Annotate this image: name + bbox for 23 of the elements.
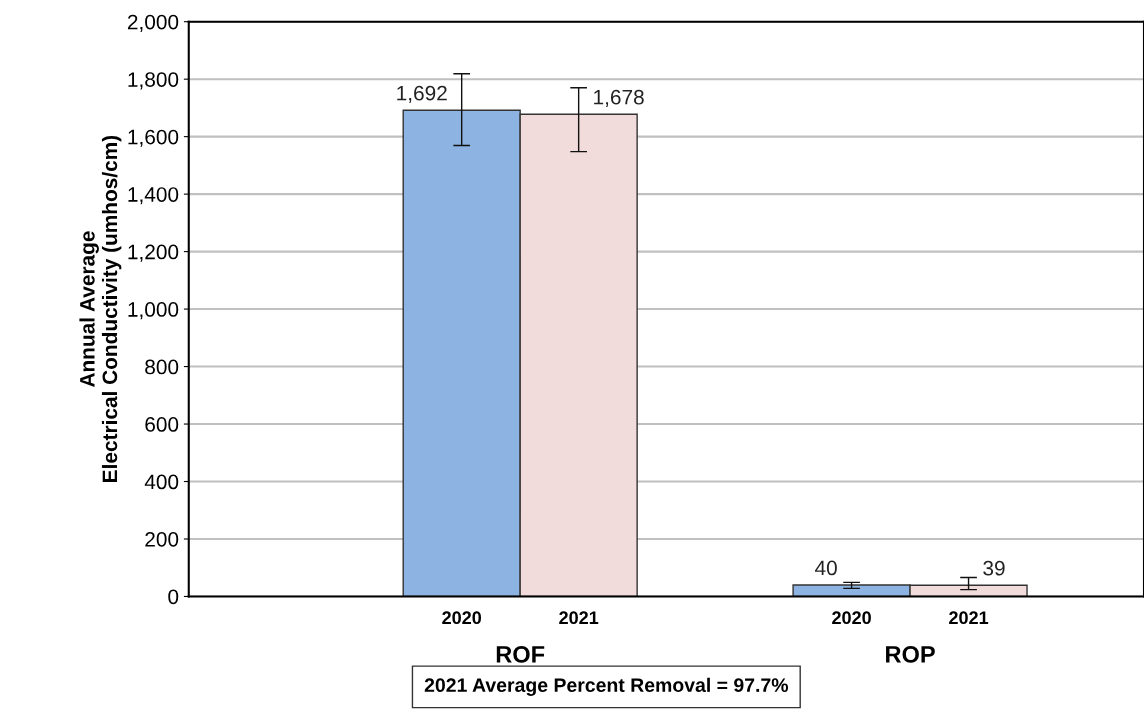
y-axis-title: Annual Average Electrical Conductivity (umhos/cm) xyxy=(79,135,122,482)
y-tick-label: 1,000 xyxy=(128,302,179,320)
y-tick-label: 1,600 xyxy=(128,129,179,147)
y-tick-label: 200 xyxy=(145,532,179,547)
data-label: 40 xyxy=(815,560,837,576)
y-tick-label: 1,800 xyxy=(128,72,179,90)
text: 2021 Average Percent Removal = 97.7% xyxy=(424,677,789,696)
x-tick-label: ROP xyxy=(886,645,935,663)
y-tick-label: 800 xyxy=(145,359,179,375)
text: 2020 xyxy=(832,611,871,625)
data-label: 39 xyxy=(983,560,1005,576)
y-tick-label: 600 xyxy=(145,417,179,432)
y-tick-label: 1,200 xyxy=(128,244,179,262)
y-tick-label: 400 xyxy=(144,474,179,490)
series-label: 2021 xyxy=(559,611,599,625)
y-tick-label: 2,000 xyxy=(127,14,179,32)
x-tick-label: ROF xyxy=(496,645,545,663)
series-label: 2020 xyxy=(442,611,482,625)
data-label: 1,692 xyxy=(397,85,447,103)
text: 2021 xyxy=(949,611,989,625)
data-label: 1,678 xyxy=(594,89,644,108)
y-tick-label: 0 xyxy=(168,589,179,605)
y-tick-label: 1,400 xyxy=(128,187,179,205)
